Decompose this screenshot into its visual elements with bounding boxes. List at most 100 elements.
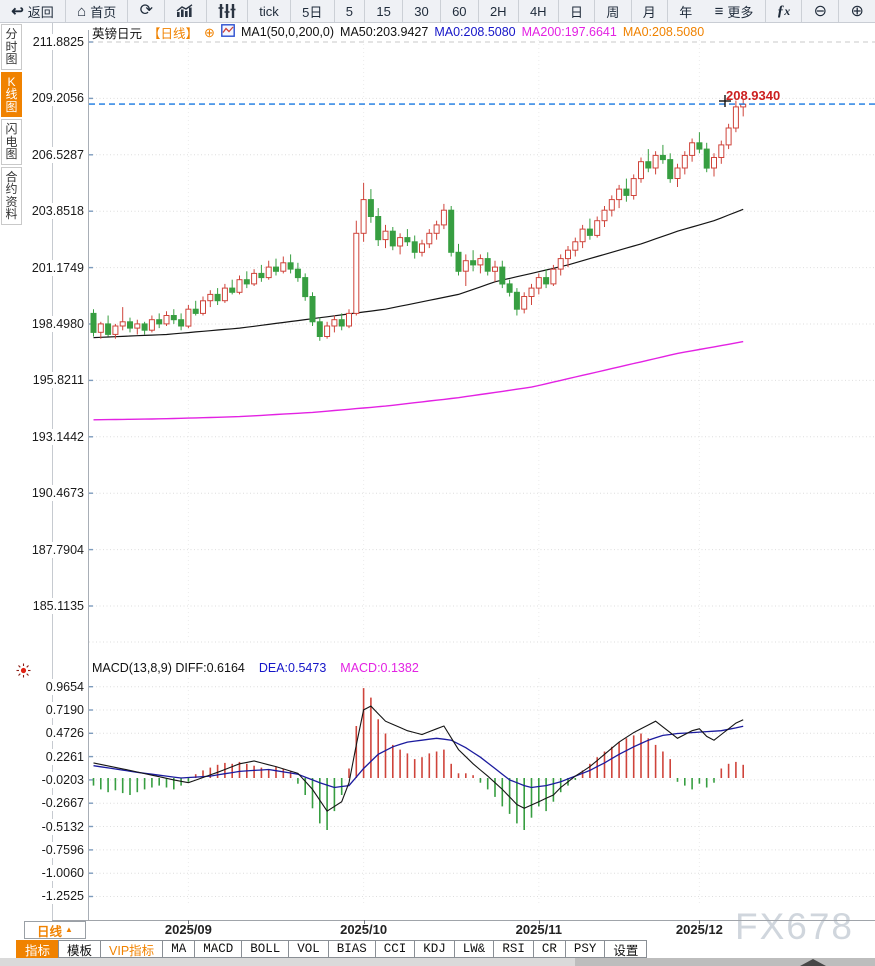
macd-axis-label: -0.5132 xyxy=(18,818,86,835)
scrollbar-thumb[interactable] xyxy=(575,958,875,966)
back-label: 返回 xyxy=(27,4,54,20)
home-button[interactable]: ⌂ 首页 xyxy=(66,0,129,22)
period-button-5日[interactable]: 5日 xyxy=(291,0,335,22)
more-button[interactable]: ≡ 更多 xyxy=(703,0,766,22)
period-selector[interactable]: 日线 ▲ xyxy=(24,921,86,939)
indicator-tab-MACD[interactable]: MACD xyxy=(194,940,243,958)
indicator-tab-设置[interactable]: 设置 xyxy=(604,940,648,958)
panel-divider-vertical xyxy=(52,22,53,920)
macd-axis-label: 0.9654 xyxy=(18,678,86,695)
period-button-60[interactable]: 60 xyxy=(441,0,479,22)
price-axis-label: 193.1442 xyxy=(18,428,86,445)
indicator-fx-button[interactable]: ƒx xyxy=(766,0,803,22)
scroll-up-arrow-icon[interactable] xyxy=(800,959,826,966)
zoom-out-button[interactable]: ⊖ xyxy=(802,0,840,22)
period-selector-label: 日线 xyxy=(37,924,63,939)
x-axis-label: 2025/12 xyxy=(675,922,723,937)
x-axis-tick xyxy=(538,920,540,924)
indicator-tab-模板[interactable]: 模板 xyxy=(58,940,102,958)
x-axis-label: 2025/11 xyxy=(515,922,562,937)
watermark: FX678 xyxy=(735,906,855,947)
period-button-2H[interactable]: 2H xyxy=(479,0,519,22)
macd-axis-label: -1.2525 xyxy=(18,888,86,905)
line-chart-type-button[interactable] xyxy=(165,0,207,22)
chart-header: 英镑日元 【日线】 ⊕ MA1(50,0,200,0) MA50:203.942… xyxy=(92,24,705,41)
sidebar-item-闪电图[interactable]: 闪电图 xyxy=(1,119,22,165)
indicator-tab-RSI[interactable]: RSI xyxy=(493,940,534,958)
candle-chart-type-button[interactable] xyxy=(207,0,249,22)
indicator-tab-CCI[interactable]: CCI xyxy=(374,940,416,958)
indicator-tab-PSY[interactable]: PSY xyxy=(564,940,606,958)
period-button-周[interactable]: 周 xyxy=(595,0,632,22)
back-button[interactable]: ↩ 返回 xyxy=(0,0,66,22)
horizontal-scrollbar[interactable] xyxy=(0,958,875,966)
period-button-15[interactable]: 15 xyxy=(365,0,404,22)
add-favorite-icon[interactable]: ⊕ xyxy=(204,24,215,40)
ma200-readout: MA200:197.6641 xyxy=(521,25,617,39)
dea-readout: DEA:0.5473 xyxy=(258,661,327,675)
macd-axis-label: 0.2261 xyxy=(18,748,86,765)
price-axis-label: 201.1749 xyxy=(18,259,86,276)
indicator-tab-BOLL[interactable]: BOLL xyxy=(241,940,290,958)
price-axis-label: 209.2056 xyxy=(18,90,86,107)
macd-header: MACD(13,8,9) DIFF:0.6164 DEA:0.5473 MACD… xyxy=(92,661,425,675)
x-axis-tick xyxy=(363,920,365,924)
zoom-out-icon: ⊖ xyxy=(813,3,828,20)
period-button-4H[interactable]: 4H xyxy=(519,0,559,22)
indicator-tab-MA[interactable]: MA xyxy=(162,940,196,958)
fx-icon: ƒx xyxy=(776,2,791,19)
zoom-in-icon: ⊕ xyxy=(850,3,864,20)
x-axis-tick xyxy=(699,920,701,924)
indicator-tab-CR[interactable]: CR xyxy=(532,940,566,958)
symbol-name: 英镑日元 xyxy=(92,26,143,41)
price-axis-label: 185.1135 xyxy=(18,597,86,614)
indicator-tab-VIP指标[interactable]: VIP指标 xyxy=(100,940,164,958)
ma0-orange-readout: MA0:208.5080 xyxy=(622,25,705,39)
indicator-tab-bar: 指标 模板 VIP指标 MA MACD BOLL VOL BIAS CCI KDJ LW& RSI CR… xyxy=(16,940,648,958)
more-icon: ≡ xyxy=(714,2,724,20)
candlestick-plot[interactable] xyxy=(89,30,875,648)
macd-panel-toggle-icon[interactable] xyxy=(16,663,31,683)
period-button-tick[interactable]: tick xyxy=(248,0,291,22)
candlestick-icon xyxy=(218,4,236,18)
macd-readout: MACD:0.1382 xyxy=(340,661,419,675)
top-toolbar: ↩ 返回 ⌂ 首页 ⟳ tick 5日 5 15 30 60 2H 4H 日周月年 ≡ 更多 xyxy=(0,0,875,23)
x-axis-label: 2025/10 xyxy=(340,922,388,937)
price-axis-label: 206.5287 xyxy=(18,146,86,163)
period-button-30[interactable]: 30 xyxy=(403,0,441,22)
macd-axis-label: -1.0060 xyxy=(18,865,86,882)
sidebar-item-合约资料[interactable]: 合约资料 xyxy=(1,166,22,225)
home-icon: ⌂ xyxy=(77,2,87,20)
period-button-年[interactable]: 年 xyxy=(668,0,703,22)
indicator-tab-VOL[interactable]: VOL xyxy=(288,940,329,958)
price-axis-label: 198.4980 xyxy=(18,315,86,332)
macd-plot[interactable] xyxy=(89,672,875,912)
home-label: 首页 xyxy=(90,4,117,20)
indicator-settings-icon[interactable] xyxy=(221,24,235,40)
period-button-月[interactable]: 月 xyxy=(632,0,668,22)
indicator-tab-BIAS[interactable]: BIAS xyxy=(327,940,376,958)
indicator-tab-LW&[interactable]: LW& xyxy=(453,940,495,958)
price-axis-label: 187.7904 xyxy=(18,541,86,558)
more-label: 更多 xyxy=(727,4,754,20)
period-button-日[interactable]: 日 xyxy=(559,0,596,22)
refresh-button[interactable]: ⟳ xyxy=(128,0,166,22)
zoom-in-button[interactable]: ⊕ xyxy=(839,0,875,22)
macd-axis-label: -0.2667 xyxy=(18,795,86,812)
macd-axis-label: 0.4726 xyxy=(18,725,86,742)
indicator-tab-KDJ[interactable]: KDJ xyxy=(414,940,455,958)
period-button-5[interactable]: 5 xyxy=(335,0,366,22)
indicator-tab-指标[interactable]: 指标 xyxy=(16,940,60,958)
x-axis-label: 2025/09 xyxy=(164,922,212,937)
ma-settings: MA1(50,0,200,0) xyxy=(240,25,335,39)
macd-axis-label: -0.0203 xyxy=(18,771,86,788)
chevron-up-icon: ▲ xyxy=(65,925,73,934)
price-axis-label: 195.8211 xyxy=(18,372,86,389)
macd-axis-label: -0.7596 xyxy=(18,841,86,858)
period-tag: 【日线】 xyxy=(148,26,199,41)
sidebar-item-分时图[interactable]: 分时图 xyxy=(1,24,22,70)
current-price-label: 208.9340 xyxy=(726,88,781,103)
